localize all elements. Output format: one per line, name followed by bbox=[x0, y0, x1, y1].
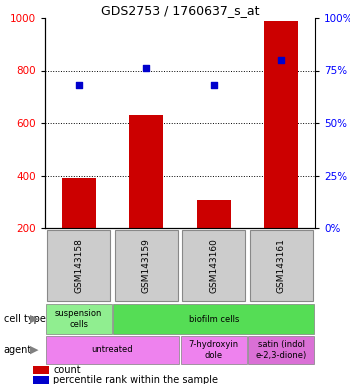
Text: cell type: cell type bbox=[4, 314, 46, 324]
Bar bbox=[182, 230, 245, 301]
Point bbox=[76, 82, 82, 88]
Text: GSM143158: GSM143158 bbox=[74, 238, 83, 293]
Bar bbox=[62, 178, 96, 228]
Text: suspension
cells: suspension cells bbox=[55, 309, 103, 329]
Bar bbox=[46, 336, 179, 364]
Bar bbox=[46, 304, 112, 334]
Title: GDS2753 / 1760637_s_at: GDS2753 / 1760637_s_at bbox=[101, 4, 259, 17]
Text: ▶: ▶ bbox=[29, 345, 38, 355]
Text: 7-hydroxyin
dole: 7-hydroxyin dole bbox=[189, 340, 239, 360]
Text: GSM143159: GSM143159 bbox=[142, 238, 151, 293]
Text: agent: agent bbox=[4, 345, 32, 355]
Bar bbox=[130, 115, 163, 228]
Text: GSM143161: GSM143161 bbox=[277, 238, 286, 293]
Text: untreated: untreated bbox=[92, 346, 133, 354]
Bar bbox=[197, 200, 231, 228]
Text: biofilm cells: biofilm cells bbox=[189, 314, 239, 323]
Point bbox=[279, 57, 284, 63]
Text: ▶: ▶ bbox=[29, 314, 38, 324]
Point bbox=[144, 65, 149, 71]
Bar bbox=[181, 336, 247, 364]
Bar bbox=[33, 366, 49, 374]
Bar bbox=[264, 21, 298, 228]
Bar bbox=[250, 230, 313, 301]
Text: GSM143160: GSM143160 bbox=[209, 238, 218, 293]
Bar bbox=[114, 230, 178, 301]
Bar bbox=[248, 336, 314, 364]
Text: percentile rank within the sample: percentile rank within the sample bbox=[53, 375, 218, 384]
Text: satin (indol
e-2,3-dione): satin (indol e-2,3-dione) bbox=[256, 340, 307, 360]
Point bbox=[211, 82, 217, 88]
Bar bbox=[33, 376, 49, 384]
Bar bbox=[47, 230, 111, 301]
Text: count: count bbox=[53, 365, 81, 375]
Bar bbox=[113, 304, 314, 334]
